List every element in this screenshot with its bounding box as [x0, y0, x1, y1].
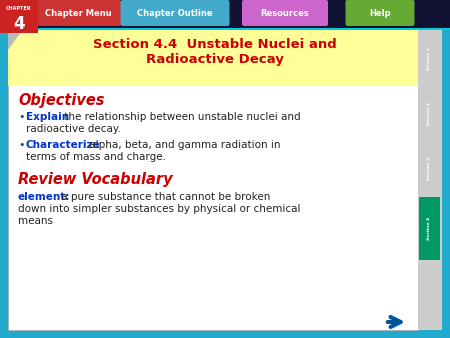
Polygon shape [8, 28, 24, 50]
FancyBboxPatch shape [121, 0, 230, 26]
Text: terms of mass and charge.: terms of mass and charge. [26, 152, 166, 162]
FancyArrowPatch shape [388, 317, 400, 327]
Text: Section 4.4  Unstable Nuclei and: Section 4.4 Unstable Nuclei and [93, 39, 337, 51]
FancyBboxPatch shape [346, 0, 414, 26]
Text: element:: element: [18, 192, 70, 202]
Text: a pure substance that cannot be broken: a pure substance that cannot be broken [58, 192, 270, 202]
Text: 4: 4 [13, 15, 25, 33]
Text: Characterize: Characterize [26, 140, 101, 150]
Text: •: • [18, 140, 24, 150]
Text: Objectives: Objectives [18, 93, 104, 108]
Text: Section 2: Section 2 [428, 102, 432, 125]
Text: radioactive decay.: radioactive decay. [26, 124, 121, 134]
Text: Section 3: Section 3 [428, 157, 432, 180]
Text: Section 1: Section 1 [428, 47, 432, 70]
FancyBboxPatch shape [0, 0, 38, 33]
Text: Review Vocabulary: Review Vocabulary [18, 172, 173, 187]
Text: Explain: Explain [26, 112, 69, 122]
FancyBboxPatch shape [419, 197, 440, 260]
FancyBboxPatch shape [419, 32, 440, 85]
FancyBboxPatch shape [35, 0, 121, 26]
FancyBboxPatch shape [419, 142, 440, 195]
Text: •: • [18, 112, 24, 122]
Text: Resources: Resources [261, 8, 310, 18]
Text: CHAPTER: CHAPTER [6, 6, 32, 11]
Text: Chapter Menu: Chapter Menu [45, 8, 112, 18]
FancyBboxPatch shape [419, 87, 440, 140]
FancyBboxPatch shape [418, 28, 442, 330]
Text: the relationship between unstable nuclei and: the relationship between unstable nuclei… [61, 112, 301, 122]
Text: down into simpler substances by physical or chemical: down into simpler substances by physical… [18, 204, 301, 214]
FancyBboxPatch shape [0, 26, 450, 30]
FancyBboxPatch shape [8, 28, 418, 330]
Text: alpha, beta, and gamma radiation in: alpha, beta, and gamma radiation in [86, 140, 280, 150]
Text: Chapter Outline: Chapter Outline [137, 8, 213, 18]
Text: Section 4: Section 4 [428, 217, 432, 240]
Text: Radioactive Decay: Radioactive Decay [146, 53, 284, 67]
Text: Help: Help [369, 8, 391, 18]
FancyBboxPatch shape [242, 0, 328, 26]
FancyBboxPatch shape [0, 0, 450, 28]
FancyBboxPatch shape [8, 28, 418, 86]
Text: means: means [18, 216, 53, 226]
